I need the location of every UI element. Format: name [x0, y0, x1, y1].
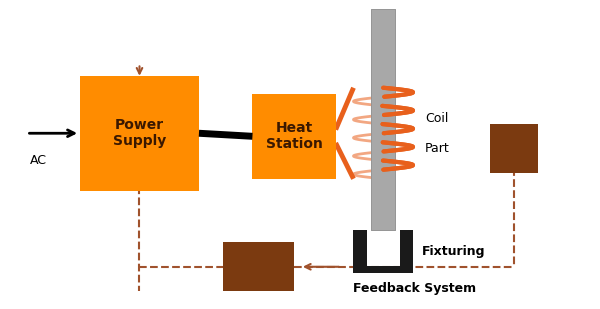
Bar	[80, 76, 199, 191]
Text: Coil: Coil	[425, 112, 448, 125]
Text: Fixturing: Fixturing	[422, 245, 485, 258]
Bar	[490, 124, 538, 173]
Text: Heat
Station: Heat Station	[266, 121, 322, 151]
Bar	[253, 94, 335, 179]
Bar	[371, 9, 395, 231]
Bar	[353, 231, 367, 273]
Bar	[371, 9, 395, 231]
Text: Feedback System: Feedback System	[353, 281, 476, 294]
Text: AC: AC	[29, 154, 47, 167]
Text: Part: Part	[425, 142, 449, 155]
Text: Power
Supply: Power Supply	[113, 118, 166, 148]
Bar	[400, 231, 413, 273]
Bar	[353, 266, 413, 273]
Bar	[223, 243, 294, 291]
